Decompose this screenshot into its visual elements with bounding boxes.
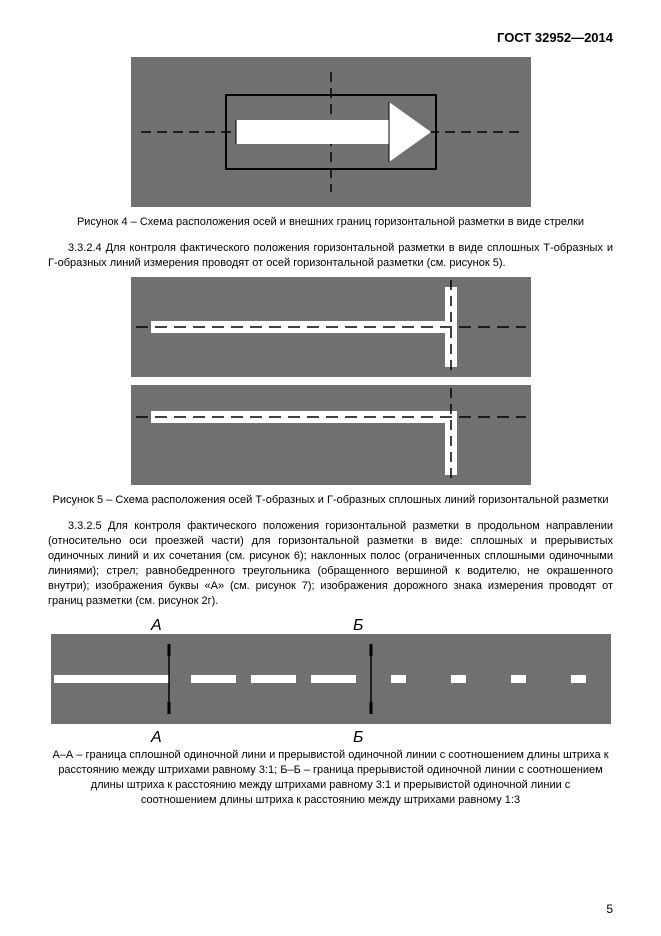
figure-4 (48, 57, 613, 207)
figure-4-caption: Рисунок 4 – Схема расположения осей и вн… (48, 215, 613, 229)
figure-5 (48, 277, 613, 485)
figure-5-caption: Рисунок 5 – Схема расположения осей Т-об… (48, 493, 613, 507)
label-a-top: А (150, 617, 162, 634)
label-b-bottom: Б (353, 729, 363, 744)
document-header: ГОСТ 32952—2014 (48, 30, 613, 45)
page-number: 5 (606, 902, 613, 916)
figure-6-description: А–А – граница сплошной одиночной лини и … (48, 748, 613, 807)
label-a-bottom: А (150, 729, 162, 744)
paragraph-3324: 3.3.2.4 Для контроля фактического положе… (48, 241, 613, 271)
label-b-top: Б (353, 617, 363, 634)
paragraph-3325: 3.3.2.5 Для контроля фактического положе… (48, 519, 613, 608)
figure-6: А А Б Б (48, 614, 613, 744)
